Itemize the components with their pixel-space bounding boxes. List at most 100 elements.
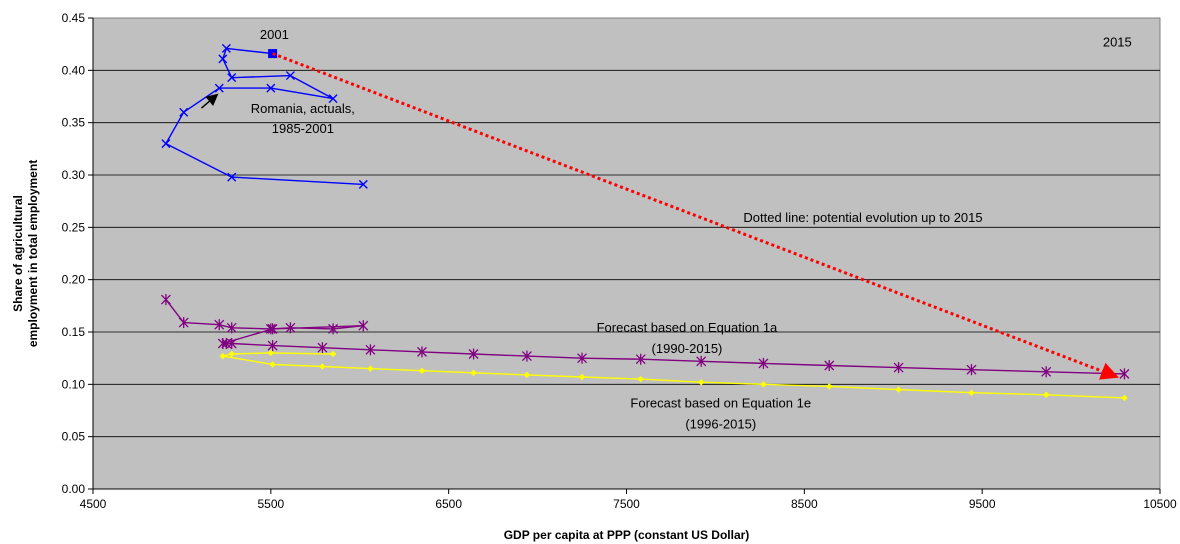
data-point-eq1a [893, 362, 904, 374]
data-point-eq1e [697, 378, 705, 386]
x-tick-label: 6500 [435, 497, 462, 511]
data-point-eq1a [285, 322, 296, 334]
data-point-eq1e [637, 375, 645, 383]
data-point-eq1a [577, 352, 588, 364]
data-point-actuals [161, 139, 171, 149]
annotation-year-2001: 2001 [260, 27, 289, 42]
annotation-year-2015: 2015 [1103, 34, 1132, 49]
gridlines [93, 69, 1160, 438]
y-axis-title-line1: Share of agricultural [11, 195, 25, 312]
data-point-actuals [285, 71, 295, 81]
data-point-eq1a [317, 342, 328, 354]
data-point-eq1a [521, 350, 532, 362]
x-tick-label: 10500 [1143, 497, 1177, 511]
series-layer [160, 43, 1130, 402]
marker-stroke [179, 107, 189, 117]
x-axis-title: GDP per capita at PPP (constant US Dolla… [504, 528, 750, 542]
data-point-eq1e [825, 383, 833, 390]
data-point-eq1e [267, 349, 275, 357]
data-point-eq1a [160, 294, 171, 306]
x-tick-label: 8500 [791, 497, 818, 511]
data-point-eq1a [328, 323, 339, 335]
data-point-eq1a [267, 340, 278, 352]
data-point-eq1a [226, 338, 237, 350]
series-eq1e [219, 349, 1128, 402]
data-point-actuals [214, 83, 224, 93]
series-line-actuals [165, 47, 364, 186]
data-point-eq1e [470, 369, 477, 377]
data-point-eq1e [367, 365, 374, 372]
data-point-actuals [358, 179, 368, 189]
y-tick-label: 0.05 [62, 430, 86, 444]
annotation-eq1e-line1: Forecast based on Equation 1e [630, 395, 811, 410]
axes: 0.00 0.05 0.10 0.15 0.20 0.25 0.30 0.35 0.40 0.45… [62, 11, 1177, 511]
data-point-eq1a [696, 355, 707, 367]
potential-evolution-arrow [272, 52, 1120, 380]
marker-stroke [227, 172, 237, 182]
data-point-eq1e [968, 389, 975, 397]
annotation-eq1a-line1: Forecast based on Equation 1a [597, 320, 778, 335]
data-point-actuals [221, 43, 231, 53]
data-point-eq1a [1041, 366, 1052, 378]
y-tick-label: 0.15 [62, 325, 86, 339]
data-point-actuals [266, 83, 276, 93]
data-point-eq1e [228, 350, 236, 358]
data-point-eq1e [1121, 394, 1128, 402]
data-point-eq1a [758, 357, 769, 369]
annotation-layer: 2001 2015 Romania, actuals, 1985-2001 Dotted… [251, 27, 1132, 431]
data-point-eq1a [214, 319, 225, 331]
y-tick-label: 0.00 [62, 482, 86, 496]
data-point-eq1a [358, 320, 369, 332]
annotation-eq1e-line2: (1996-2015) [685, 416, 756, 431]
data-point-eq1a [824, 359, 835, 371]
y-tick-label: 0.40 [62, 63, 86, 77]
y-tick-label: 0.35 [62, 116, 86, 130]
marker-stroke [218, 54, 228, 64]
data-point-eq1a [178, 317, 189, 329]
x-tick-label: 9500 [969, 497, 996, 511]
data-point-eq1a [365, 344, 376, 356]
marker-stroke [358, 179, 368, 189]
x-tick-label: 4500 [80, 497, 107, 511]
data-point-eq1e [319, 363, 326, 370]
annotation-romania-line2: 1985-2001 [272, 121, 334, 136]
marker-stroke [161, 139, 171, 149]
y-tick-label: 0.20 [62, 273, 86, 287]
plot-area [92, 17, 1161, 490]
data-point-eq1e [418, 367, 426, 375]
y-tick-label: 0.30 [62, 168, 86, 182]
marker-stroke [227, 73, 237, 83]
annotation-dotted-line: Dotted line: potential evolution up to 2… [743, 210, 982, 225]
data-point-actuals [328, 94, 338, 104]
data-point-eq1a [468, 348, 479, 360]
marker-stroke [285, 71, 295, 81]
data-point-eq1a [966, 364, 977, 376]
y-tick-label: 0.10 [62, 377, 86, 391]
x-tick-label: 7500 [613, 497, 640, 511]
black-arrow [200, 93, 219, 109]
data-point-actuals [218, 54, 228, 64]
marker-stroke [266, 83, 276, 93]
y-tick-label: 0.45 [62, 11, 86, 25]
marker-stroke [214, 83, 224, 93]
data-point-eq1e [895, 386, 902, 393]
data-point-eq1a [226, 322, 237, 334]
data-point-eq1e [219, 352, 227, 360]
series-eq1a [160, 294, 1130, 380]
data-point-eq1e [1042, 391, 1050, 399]
data-point-eq1e [269, 361, 276, 368]
y-tick-label: 0.25 [62, 220, 86, 234]
data-point-eq1e [523, 371, 531, 379]
data-point-eq1e [578, 373, 586, 381]
y-axis-title-line2: employment in total employment [26, 160, 40, 347]
data-point-actuals [227, 172, 237, 182]
data-point-eq1e [760, 380, 767, 388]
marker-stroke [221, 43, 231, 53]
data-point-actuals [179, 107, 189, 117]
data-point-eq1a [267, 323, 278, 335]
data-point-eq1a [265, 323, 276, 335]
data-point-eq1a [635, 353, 646, 365]
annotation-romania-line1: Romania, actuals, [251, 101, 355, 116]
x-tick-label: 5500 [257, 497, 284, 511]
